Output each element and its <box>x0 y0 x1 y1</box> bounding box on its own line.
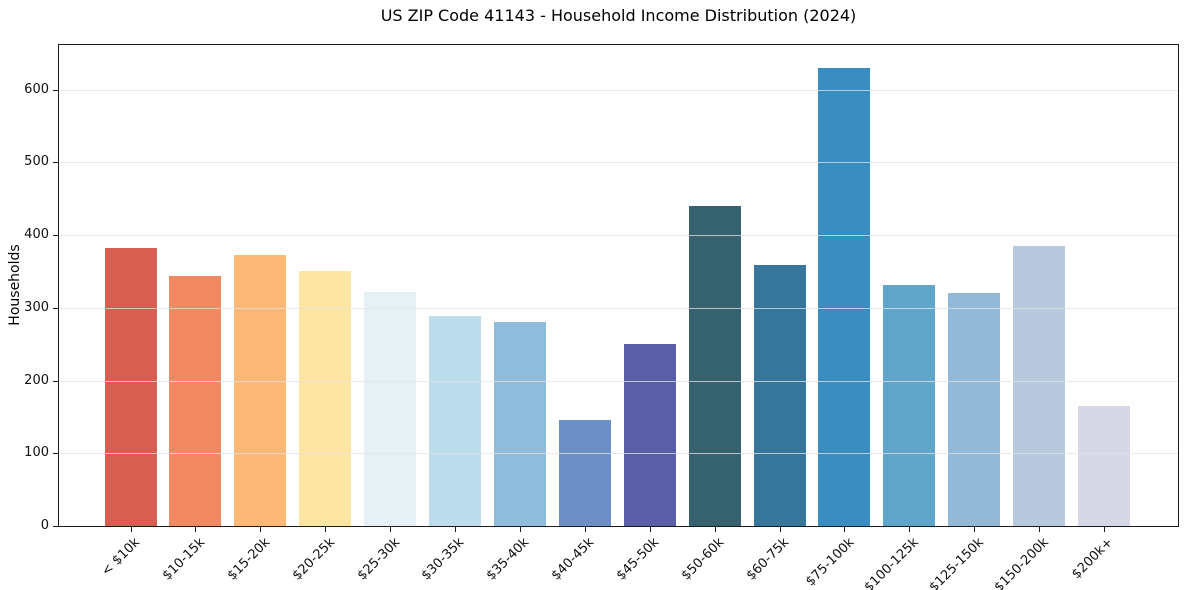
x-tick-mark <box>1104 527 1105 532</box>
x-tick-mark <box>649 527 651 532</box>
x-tick-mark <box>779 527 781 532</box>
y-tick-mark <box>53 162 58 164</box>
x-tick-mark <box>714 527 716 532</box>
bar--35-40k <box>493 321 546 526</box>
gridline <box>59 453 1178 455</box>
x-tick-label: $20-25k <box>289 535 338 584</box>
x-tick-label: $60-75k <box>743 535 793 584</box>
bar--150-200k <box>1013 246 1066 526</box>
gridline <box>59 89 1178 91</box>
chart-title: US ZIP Code 41143 - Household Income Dis… <box>380 6 857 25</box>
x-tick-mark <box>1039 527 1041 532</box>
y-tick-label: 600 <box>24 81 49 97</box>
x-tick-label: $45-50k <box>613 535 663 584</box>
bar--20-25k <box>299 270 352 526</box>
x-tick-mark <box>584 527 586 532</box>
x-tick-label: $35-40k <box>484 535 533 584</box>
x-tick-mark <box>390 527 392 532</box>
gridline <box>59 235 1178 237</box>
bar--10k <box>104 248 157 526</box>
bar--45-50k <box>623 344 676 526</box>
x-tick-label: $150-200k <box>991 535 1052 590</box>
y-tick-label: 0 <box>40 518 49 533</box>
y-tick-label: 100 <box>24 445 49 461</box>
y-tick-mark <box>53 526 58 527</box>
y-tick-label: 500 <box>24 154 49 170</box>
x-tick-label: $40-45k <box>548 535 598 584</box>
bar--50-60k <box>688 206 741 526</box>
x-tick-mark <box>974 527 976 532</box>
bar--15-20k <box>234 254 287 526</box>
x-tick-label: $100-125k <box>861 535 922 590</box>
x-tick-mark <box>519 527 521 532</box>
x-tick-mark <box>325 527 327 532</box>
y-tick-mark <box>53 89 58 91</box>
x-tick-mark <box>455 527 456 532</box>
y-tick-label: 300 <box>24 299 49 315</box>
x-tick-label: $30-35k <box>419 535 468 584</box>
bar--40-45k <box>558 419 611 526</box>
bar--200k+ <box>1078 406 1130 526</box>
x-tick-label: $75-100k <box>802 535 858 590</box>
bar--125-150k <box>948 292 1001 526</box>
plot-area <box>58 44 1179 527</box>
bar--75-100k <box>818 67 871 526</box>
gridline <box>59 307 1178 309</box>
x-tick-mark <box>260 527 262 532</box>
y-tick-label: 400 <box>24 227 49 243</box>
x-tick-mark <box>909 527 911 532</box>
x-tick-label: < $10k <box>99 535 144 580</box>
x-tick-mark <box>844 527 846 532</box>
y-tick-mark <box>53 380 58 382</box>
y-tick-mark <box>53 453 58 455</box>
y-tick-mark <box>53 235 58 237</box>
x-tick-mark <box>130 527 132 532</box>
x-tick-mark <box>195 527 197 532</box>
x-tick-label: $125-150k <box>926 535 987 590</box>
bar--25-30k <box>364 291 417 526</box>
bar--30-35k <box>429 315 481 526</box>
x-tick-label: $200k+ <box>1069 535 1117 583</box>
bar--100-125k <box>883 285 936 526</box>
y-tick-mark <box>53 307 58 309</box>
x-tick-label: $15-20k <box>224 535 273 584</box>
gridline <box>59 162 1178 164</box>
x-tick-label: $50-60k <box>678 535 728 584</box>
y-tick-label: 200 <box>24 372 49 388</box>
bar--60-75k <box>753 264 806 526</box>
bar--10-15k <box>169 275 222 526</box>
gridline <box>59 380 1178 382</box>
x-tick-label: $25-30k <box>354 535 403 584</box>
x-tick-label: $10-15k <box>159 535 209 584</box>
